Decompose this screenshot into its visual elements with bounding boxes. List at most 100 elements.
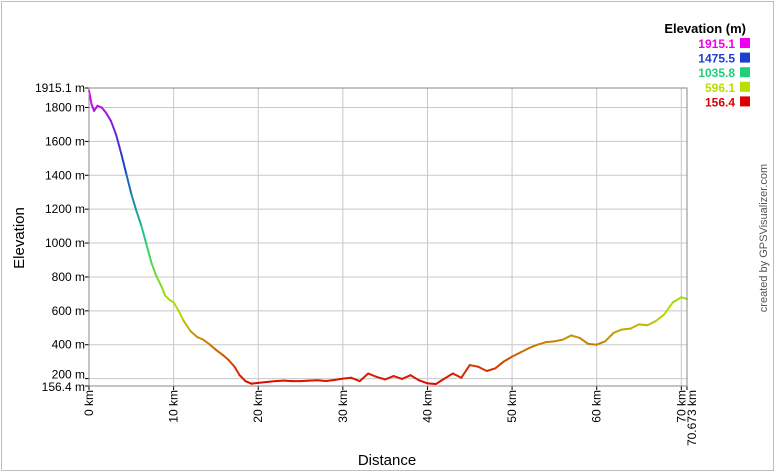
profile-segment [104, 111, 112, 123]
profile-segment [587, 342, 598, 346]
grid [88, 87, 688, 387]
profile-segment [189, 330, 199, 339]
x-tick-label: 70 km [674, 390, 688, 423]
x-tick-label: 30 km [336, 390, 350, 423]
profile-segment [109, 120, 118, 136]
profile-segment [621, 327, 632, 331]
profile-segment [316, 379, 327, 382]
profile-segment [182, 320, 192, 333]
profile-segment [401, 374, 412, 380]
profile-segment [426, 382, 437, 386]
profile-segment [221, 353, 230, 361]
profile-segment [646, 320, 657, 327]
profile-segment [233, 365, 241, 377]
y-tick-label: 200 m [52, 368, 85, 382]
x-axis-title: Distance [358, 452, 416, 469]
profile-segment [274, 379, 285, 383]
axes: 0 km 10 km 20 km 30 km 40 km 50 km 60 km 70 km7… [35, 81, 699, 446]
profile-segment [145, 243, 153, 265]
profile-segment [553, 338, 564, 343]
profile-segment [125, 172, 133, 195]
y-tick-label: 800 m [52, 270, 85, 284]
profile-segment [519, 347, 530, 354]
profile-segment [257, 381, 268, 384]
legend-label: 596.1 [705, 81, 735, 95]
x-tick-label: 50 km [505, 390, 519, 423]
y-tick-label: 156.4 m [42, 380, 85, 394]
profile-segment [561, 334, 573, 341]
profile-segment [637, 323, 649, 327]
profile-segment [409, 374, 420, 382]
legend-swatch [740, 52, 750, 63]
profile-segment [612, 328, 624, 334]
profile-segment [460, 364, 471, 379]
y-axis-title: Elevation [11, 207, 28, 269]
profile-segment [451, 372, 463, 379]
legend-swatch [740, 67, 750, 78]
plot-border [88, 87, 688, 387]
profile-segment [93, 104, 99, 112]
x-tick-label: 40 km [420, 390, 434, 423]
legend-swatch [740, 38, 750, 48]
y-tick-label: 400 m [52, 338, 85, 352]
profile-segment [595, 340, 607, 346]
profile-segment [629, 323, 640, 330]
y-tick-label: 1800 m [45, 101, 85, 115]
profile-segment [671, 296, 683, 304]
profile-segment [680, 296, 688, 300]
profile-segment [250, 381, 260, 385]
y-tick-label: 1915.1 m [35, 81, 85, 95]
profile-segment [443, 372, 454, 380]
profile-segment [350, 376, 361, 383]
profile-segment [536, 341, 547, 346]
profile-segment [570, 334, 581, 339]
profile-segment [115, 133, 123, 155]
profile-segment [477, 365, 488, 372]
x-tick-label: 20 km [251, 390, 265, 423]
profile-segment [324, 378, 336, 382]
profile-segment [578, 336, 590, 345]
profile-segment [502, 355, 514, 363]
profile-segment [367, 372, 378, 378]
x-tick-label: 0 km [82, 390, 96, 416]
profile-segment [172, 301, 180, 312]
profile-segment [244, 380, 253, 385]
profile-segment [494, 360, 505, 370]
profile-segment [511, 351, 522, 358]
profile-segment [358, 372, 370, 383]
profile-segment [299, 379, 310, 383]
profile-segment [150, 262, 158, 278]
profile-segment [196, 336, 205, 341]
profile-segment [485, 367, 497, 372]
profile-segment [384, 375, 395, 381]
profile-segment [177, 309, 185, 323]
y-tick-label: 1400 m [45, 168, 85, 182]
profile-segment [282, 379, 294, 383]
profile-segment [140, 225, 148, 246]
legend-label: 1475.5 [698, 52, 735, 66]
elevation-profile [88, 89, 688, 386]
x-tick-label: 60 km [590, 390, 604, 423]
legend-title: Elevation (m) [664, 21, 746, 36]
profile-segment [130, 192, 138, 212]
profile-segment [202, 338, 211, 346]
profile-segment [135, 209, 143, 228]
profile-segment [120, 152, 128, 175]
profile-segment [527, 343, 539, 350]
x-tick-label: 70.673 km [685, 390, 699, 446]
profile-segment [341, 376, 353, 380]
profile-segment [392, 375, 404, 380]
legend-label: 1915.1 [698, 37, 735, 51]
profile-segment [155, 275, 163, 289]
profile-segment [227, 358, 236, 368]
profile-segment [468, 364, 480, 368]
profile-segment [375, 375, 387, 381]
profile-segment [663, 301, 674, 316]
profile-segment [604, 331, 615, 343]
credit-text: created by GPSVisualizer.com [758, 164, 770, 312]
legend-swatch [740, 81, 750, 92]
profile-segment [333, 377, 344, 381]
